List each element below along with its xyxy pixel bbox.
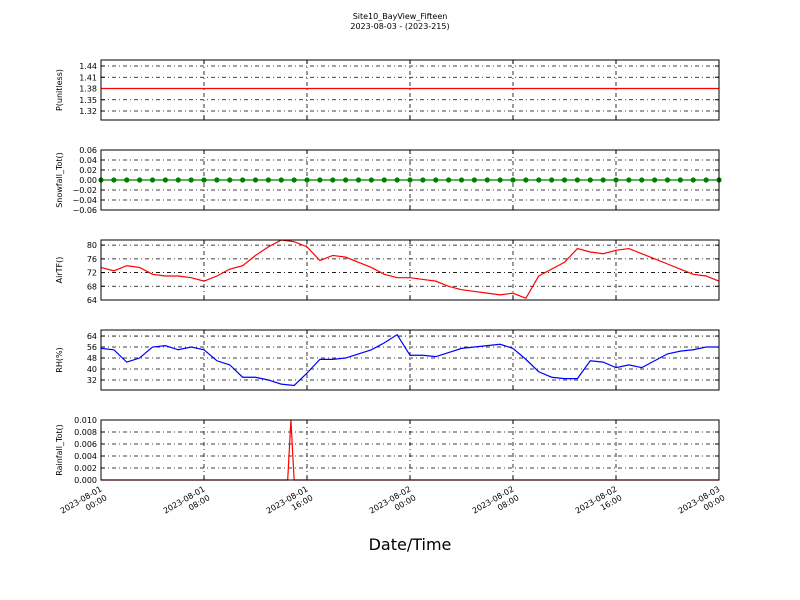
x-axis-label: Date/Time <box>369 535 452 554</box>
data-point <box>677 177 683 183</box>
y-tick-label: 0.02 <box>79 166 97 175</box>
data-point <box>420 177 426 183</box>
y-tick-label: 64 <box>87 296 97 305</box>
data-point <box>703 177 709 183</box>
data-point <box>252 177 259 183</box>
data-point <box>458 177 465 183</box>
x-tick-label: 2023-08-0200:00 <box>368 485 418 525</box>
y-tick-label: 48 <box>87 354 97 363</box>
data-point <box>162 177 168 183</box>
data-point <box>368 177 374 183</box>
subtitle: 2023-08-03 - (2023-215) <box>350 22 449 31</box>
y-tick-label: 0.004 <box>74 452 97 461</box>
y-tick-label: 1.35 <box>79 96 97 105</box>
y-tick-label: 32 <box>87 376 97 385</box>
data-point <box>227 177 233 183</box>
data-point <box>188 177 194 183</box>
data-point <box>149 177 156 183</box>
y-tick-label: 0.006 <box>74 440 97 449</box>
y-tick-label: 1.32 <box>79 107 97 116</box>
y-tick-label: 1.38 <box>79 85 97 94</box>
data-point <box>175 177 181 183</box>
data-point <box>587 177 593 183</box>
data-point <box>330 177 336 183</box>
y-tick-label: 40 <box>87 365 97 374</box>
data-point <box>613 177 619 183</box>
data-line <box>100 333 719 387</box>
data-point <box>523 177 529 183</box>
y-axis-label: RH(%) <box>55 347 64 372</box>
x-tick-label: 2023-08-0300:00 <box>677 485 727 525</box>
y-tick-label: 0.002 <box>74 464 97 473</box>
data-point <box>240 177 246 183</box>
y-tick-label: 0.06 <box>79 146 97 155</box>
data-point <box>355 177 362 183</box>
y-tick-label: 1.44 <box>79 62 97 71</box>
y-tick-label: 76 <box>87 255 97 264</box>
x-tick-label: 2023-08-0116:00 <box>265 485 315 525</box>
data-point <box>433 177 439 183</box>
data-point <box>317 177 323 183</box>
y-tick-label: 72 <box>87 269 97 278</box>
y-axis-label: Snowfall_Tot() <box>55 152 64 208</box>
plot-frame <box>100 419 720 481</box>
x-tick-label: 2023-08-0100:00 <box>59 485 109 525</box>
data-point <box>497 177 503 183</box>
y-tick-label: 68 <box>87 282 97 291</box>
data-point <box>664 177 671 183</box>
data-point <box>471 177 477 183</box>
data-point <box>394 177 400 183</box>
data-line <box>100 239 720 300</box>
data-point <box>124 177 130 183</box>
y-tick-label: 0.00 <box>79 176 97 185</box>
data-point <box>652 177 658 183</box>
data-point <box>291 177 297 183</box>
data-point <box>111 177 117 183</box>
x-tick-label: 2023-08-0216:00 <box>574 485 624 525</box>
data-point <box>626 177 632 183</box>
y-tick-label: 0.010 <box>74 416 97 425</box>
y-axis-label: Rainfall_Tot() <box>55 424 64 476</box>
y-tick-label: −0.04 <box>72 196 97 205</box>
data-point <box>574 177 580 183</box>
data-point <box>600 177 606 183</box>
y-tick-label: 80 <box>87 241 97 250</box>
y-tick-label: 56 <box>87 343 97 352</box>
data-point <box>690 177 696 183</box>
data-point <box>639 177 645 183</box>
data-point <box>214 177 220 183</box>
x-tick-label: 2023-08-0108:00 <box>162 485 212 525</box>
data-point <box>137 177 143 183</box>
y-tick-label: −0.02 <box>72 186 97 195</box>
plot-frame <box>100 239 720 301</box>
data-point <box>446 177 452 183</box>
y-axis-label: P(unitless) <box>55 69 64 111</box>
y-tick-label: 0.04 <box>79 156 97 165</box>
x-tick-label: 2023-08-0208:00 <box>471 485 521 525</box>
plot-frame <box>100 59 720 121</box>
data-point <box>304 177 310 183</box>
data-point <box>549 177 555 183</box>
data-point <box>381 177 387 183</box>
y-axis-label: AirTF() <box>55 257 64 284</box>
y-tick-label: 64 <box>87 332 97 341</box>
y-tick-label: 0.008 <box>74 428 97 437</box>
y-tick-label: −0.06 <box>72 206 97 215</box>
data-point <box>484 177 490 183</box>
data-point <box>536 177 542 183</box>
data-point <box>561 177 568 183</box>
data-point <box>201 177 207 183</box>
data-point <box>407 177 413 183</box>
data-point <box>510 177 516 183</box>
data-point <box>343 177 349 183</box>
y-tick-label: 1.41 <box>79 73 97 82</box>
y-tick-label: 0.000 <box>74 476 97 485</box>
data-point <box>278 177 284 183</box>
plot-frame <box>100 149 720 211</box>
plot-frame <box>100 329 720 391</box>
data-point <box>265 177 271 183</box>
title: Site10_BayView_Fifteen <box>353 12 448 21</box>
